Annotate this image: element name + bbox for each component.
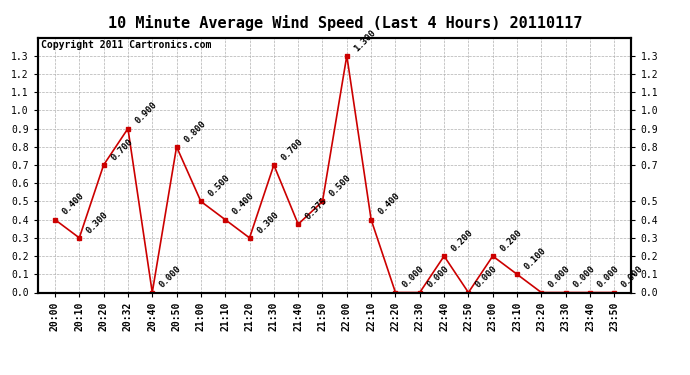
Text: 0.000: 0.000	[401, 264, 426, 290]
Text: 0.400: 0.400	[61, 192, 86, 217]
Text: 0.500: 0.500	[328, 173, 353, 199]
Text: 0.500: 0.500	[206, 173, 232, 199]
Text: 0.000: 0.000	[158, 264, 183, 290]
Text: 0.400: 0.400	[230, 192, 256, 217]
Text: Copyright 2011 Cartronics.com: Copyright 2011 Cartronics.com	[41, 40, 211, 50]
Text: 0.300: 0.300	[85, 210, 110, 235]
Text: 1.300: 1.300	[353, 28, 377, 53]
Text: 0.400: 0.400	[377, 192, 402, 217]
Text: 0.375: 0.375	[304, 196, 329, 221]
Text: 0.200: 0.200	[450, 228, 475, 253]
Text: 0.000: 0.000	[620, 264, 645, 290]
Text: 0.800: 0.800	[182, 118, 208, 144]
Text: 0.000: 0.000	[547, 264, 572, 290]
Text: 0.100: 0.100	[522, 246, 548, 272]
Text: 0.700: 0.700	[279, 137, 305, 162]
Text: 0.000: 0.000	[474, 264, 500, 290]
Text: 0.900: 0.900	[133, 100, 159, 126]
Text: 10 Minute Average Wind Speed (Last 4 Hours) 20110117: 10 Minute Average Wind Speed (Last 4 Hou…	[108, 15, 582, 31]
Text: 0.000: 0.000	[595, 264, 621, 290]
Text: 0.000: 0.000	[425, 264, 451, 290]
Text: 0.700: 0.700	[109, 137, 135, 162]
Text: 0.300: 0.300	[255, 210, 280, 235]
Text: 0.200: 0.200	[498, 228, 524, 253]
Text: 0.000: 0.000	[571, 264, 597, 290]
